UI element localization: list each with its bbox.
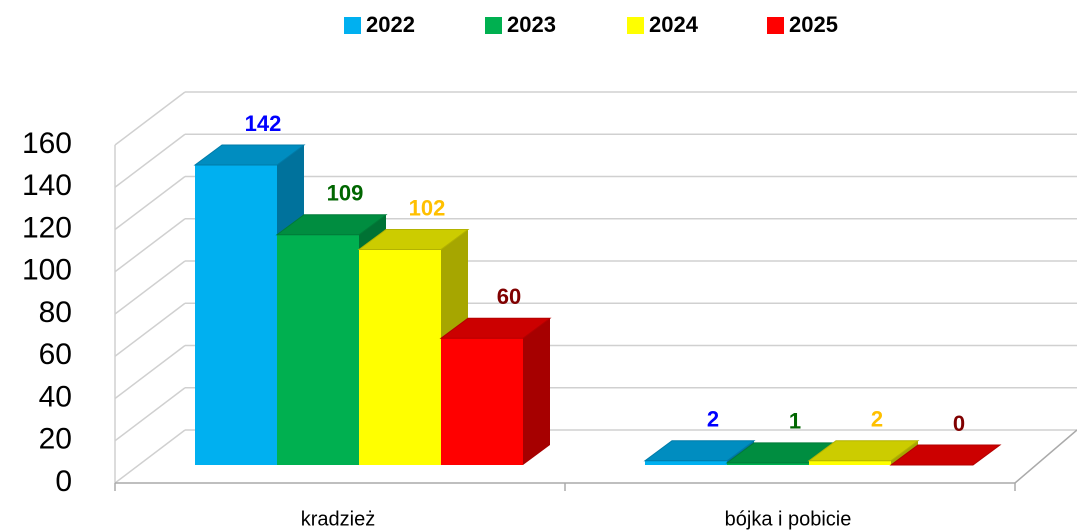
- value-label: 0: [953, 411, 965, 436]
- grid-line-side: [114, 344, 186, 400]
- grid-line-side: [114, 133, 186, 188]
- bar-top: [193, 144, 306, 166]
- bar-front: [441, 338, 523, 465]
- y-tick-label: 80: [39, 296, 72, 329]
- bar-top: [439, 317, 552, 339]
- bar-front: [359, 249, 441, 465]
- bar: [807, 440, 920, 465]
- bar-top: [807, 440, 920, 462]
- y-tick-label: 40: [39, 380, 72, 413]
- y-tick-label: 120: [22, 211, 72, 244]
- legend-swatch: [344, 17, 361, 34]
- y-tick-label: 140: [22, 169, 72, 202]
- bar-top: [889, 444, 1002, 466]
- y-tick-label: 60: [39, 338, 72, 371]
- bar-front: [809, 460, 891, 465]
- value-label: 2: [871, 407, 883, 432]
- grid-line-side: [114, 387, 186, 442]
- legend-label: 2024: [649, 12, 699, 37]
- bar-front: [277, 234, 359, 465]
- grid-line-side: [114, 260, 186, 315]
- legend-label: 2025: [789, 12, 838, 37]
- y-tick-label: 100: [22, 254, 72, 287]
- bar-side: [523, 318, 550, 465]
- bar-front: [645, 460, 727, 465]
- value-label: 109: [327, 181, 364, 206]
- legend-swatch: [627, 17, 644, 34]
- bar-front: [727, 462, 809, 465]
- y-tick-label: 20: [39, 423, 72, 456]
- bar: [439, 317, 552, 465]
- grid-line-side: [114, 91, 186, 146]
- bar-side: [891, 440, 918, 465]
- value-label: 1: [789, 409, 801, 434]
- value-label: 2: [707, 407, 719, 432]
- grid-line-side: [114, 302, 186, 357]
- bar-top: [275, 214, 388, 236]
- bar-front: [195, 165, 277, 465]
- value-label: 60: [497, 284, 521, 309]
- value-label: 102: [409, 195, 446, 220]
- grid-line-side: [114, 175, 186, 231]
- x-tick-label: bójka i pobicie: [725, 508, 852, 530]
- bar-top: [643, 440, 756, 462]
- grid-line-side: [114, 429, 186, 484]
- legend-swatch: [767, 17, 784, 34]
- bar: [889, 444, 1002, 466]
- bar-top: [357, 229, 470, 251]
- floor-right: [1014, 429, 1077, 484]
- legend-label: 2023: [507, 12, 556, 37]
- x-tick-label: kradzież: [301, 508, 375, 530]
- y-tick-label: 160: [22, 127, 72, 160]
- value-label: 142: [245, 111, 282, 136]
- y-tick-label: 0: [55, 465, 72, 498]
- legend-label: 2022: [366, 12, 415, 37]
- grid-line-side: [114, 218, 186, 273]
- legend-swatch: [485, 17, 502, 34]
